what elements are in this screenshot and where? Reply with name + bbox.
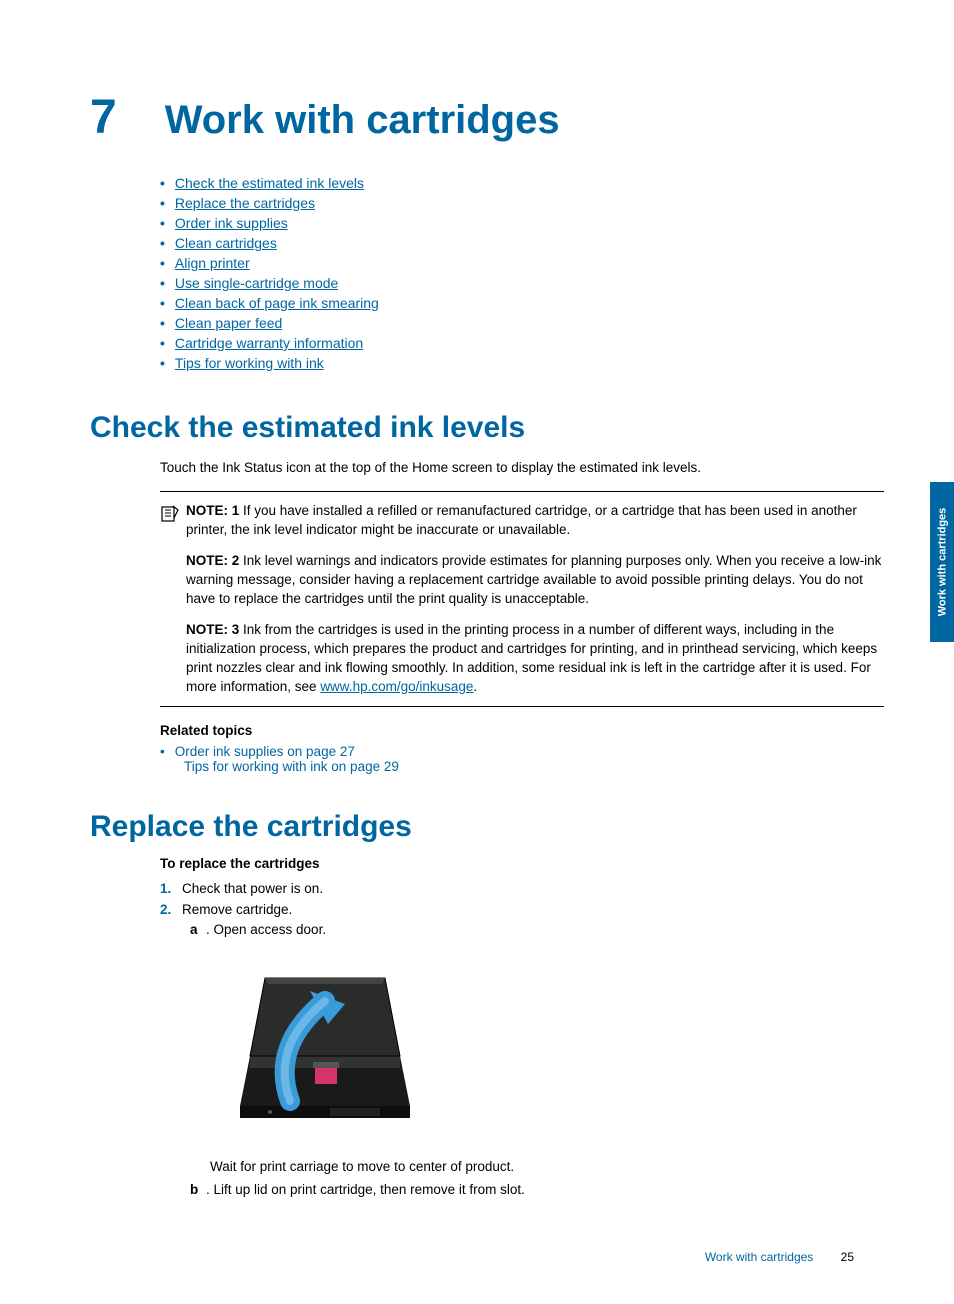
- toc-link-order[interactable]: Order ink supplies: [175, 215, 288, 231]
- section-heading-replace: Replace the cartridges: [90, 810, 884, 844]
- bullet-icon: •: [160, 195, 165, 211]
- bullet-icon: •: [160, 744, 165, 759]
- step-2b: b. Lift up lid on print cartridge, then …: [190, 1180, 884, 1200]
- wait-text: Wait for print carriage to move to cente…: [210, 1159, 884, 1174]
- side-tab: Work with cartridges: [930, 482, 954, 642]
- toc-link-smear[interactable]: Clean back of page ink smearing: [175, 295, 379, 311]
- related-topics-heading: Related topics: [160, 723, 884, 738]
- bullet-icon: •: [160, 355, 165, 371]
- bullet-icon: •: [160, 235, 165, 251]
- chapter-header: 7 Work with cartridges: [90, 90, 884, 145]
- side-tab-label: Work with cartridges: [936, 508, 948, 617]
- page-footer: Work with cartridges 25: [90, 1250, 884, 1264]
- related-item: Tips for working with ink on page 29: [184, 759, 884, 774]
- toc-link-replace[interactable]: Replace the cartridges: [175, 195, 315, 211]
- step-2: 2.Remove cartridge.: [160, 900, 884, 920]
- toc-link-warranty[interactable]: Cartridge warranty information: [175, 335, 363, 351]
- bullet-icon: •: [160, 295, 165, 311]
- chapter-number: 7: [90, 90, 117, 145]
- bullet-icon: •: [160, 275, 165, 291]
- table-of-contents: • Check the estimated ink levels • Replace…: [160, 175, 884, 371]
- note-icon: [160, 504, 180, 527]
- step-1: 1.Check that power is on.: [160, 879, 884, 899]
- replace-subheading: To replace the cartridges: [160, 856, 884, 871]
- step-2a: a. Open access door.: [190, 920, 884, 940]
- note-3: NOTE: 3 Ink from the cartridges is used …: [186, 621, 884, 697]
- note-2: NOTE: 2 Ink level warnings and indicator…: [186, 552, 884, 609]
- page-number: 25: [841, 1250, 854, 1264]
- note-block: NOTE: 1 If you have installed a refilled…: [160, 491, 884, 707]
- toc-link-check[interactable]: Check the estimated ink levels: [175, 175, 364, 191]
- bullet-icon: •: [160, 335, 165, 351]
- bullet-icon: •: [160, 255, 165, 271]
- toc-link-tips[interactable]: Tips for working with ink: [175, 355, 324, 371]
- printer-figure: [210, 956, 884, 1141]
- toc-link-clean[interactable]: Clean cartridges: [175, 235, 277, 251]
- bullet-icon: •: [160, 175, 165, 191]
- bullet-icon: •: [160, 215, 165, 231]
- related-item: •Order ink supplies on page 27: [160, 744, 884, 759]
- section-heading-check: Check the estimated ink levels: [90, 411, 884, 445]
- toc-link-single[interactable]: Use single-cartridge mode: [175, 275, 338, 291]
- intro-text: Touch the Ink Status icon at the top of …: [160, 459, 884, 478]
- ink-usage-link[interactable]: www.hp.com/go/inkusage: [320, 679, 473, 694]
- toc-link-align[interactable]: Align printer: [175, 255, 250, 271]
- footer-title: Work with cartridges: [705, 1250, 813, 1264]
- toc-link-feed[interactable]: Clean paper feed: [175, 315, 282, 331]
- bullet-icon: •: [160, 315, 165, 331]
- note-1: NOTE: 1 If you have installed a refilled…: [186, 502, 884, 540]
- chapter-title: Work with cartridges: [165, 98, 560, 143]
